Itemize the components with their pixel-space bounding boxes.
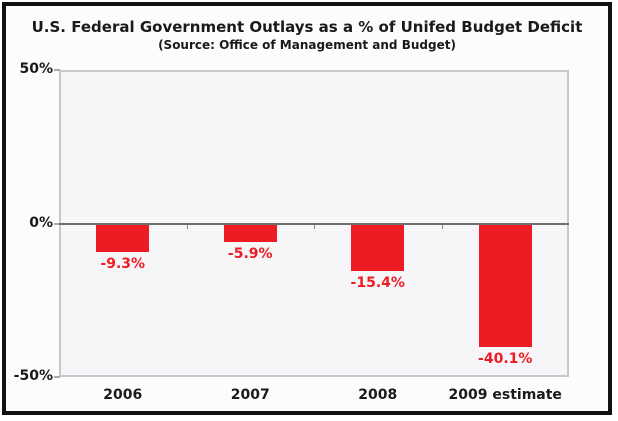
- category-label: 2009 estimate: [448, 387, 562, 403]
- chart-frame: U.S. Federal Government Outlays as a % o…: [2, 2, 612, 415]
- chart-bar-2008: [351, 224, 405, 271]
- chart-title: U.S. Federal Government Outlays as a % o…: [31, 18, 583, 36]
- y-tick-label: 0%: [29, 214, 53, 231]
- category-label: 2006: [103, 387, 143, 403]
- chart-bar-2009-estimate: [478, 224, 532, 347]
- y-tick-label: 50%: [19, 61, 53, 77]
- y-tick-label: -50%: [13, 368, 53, 384]
- bar-value-label: -5.9%: [227, 245, 273, 262]
- category-boundary-tick: [314, 224, 315, 229]
- y-tick-mark: [54, 222, 60, 225]
- category-label: 2007: [230, 387, 270, 403]
- category-label: 2008: [358, 387, 398, 403]
- bar-value-label: -15.4%: [350, 274, 405, 291]
- y-tick-mark: [54, 69, 60, 71]
- bar-value-label: -40.1%: [478, 350, 533, 367]
- chart-bar-2007: [223, 224, 277, 242]
- zero-axis-line: [59, 222, 569, 225]
- y-tick-mark: [54, 376, 60, 378]
- category-boundary-tick: [186, 224, 188, 229]
- category-boundary-tick: [441, 224, 443, 229]
- bar-value-label: -9.3%: [100, 256, 146, 273]
- chart-bar-2006: [96, 224, 150, 253]
- chart-subtitle: (Source: Office of Management and Budget…: [158, 38, 456, 52]
